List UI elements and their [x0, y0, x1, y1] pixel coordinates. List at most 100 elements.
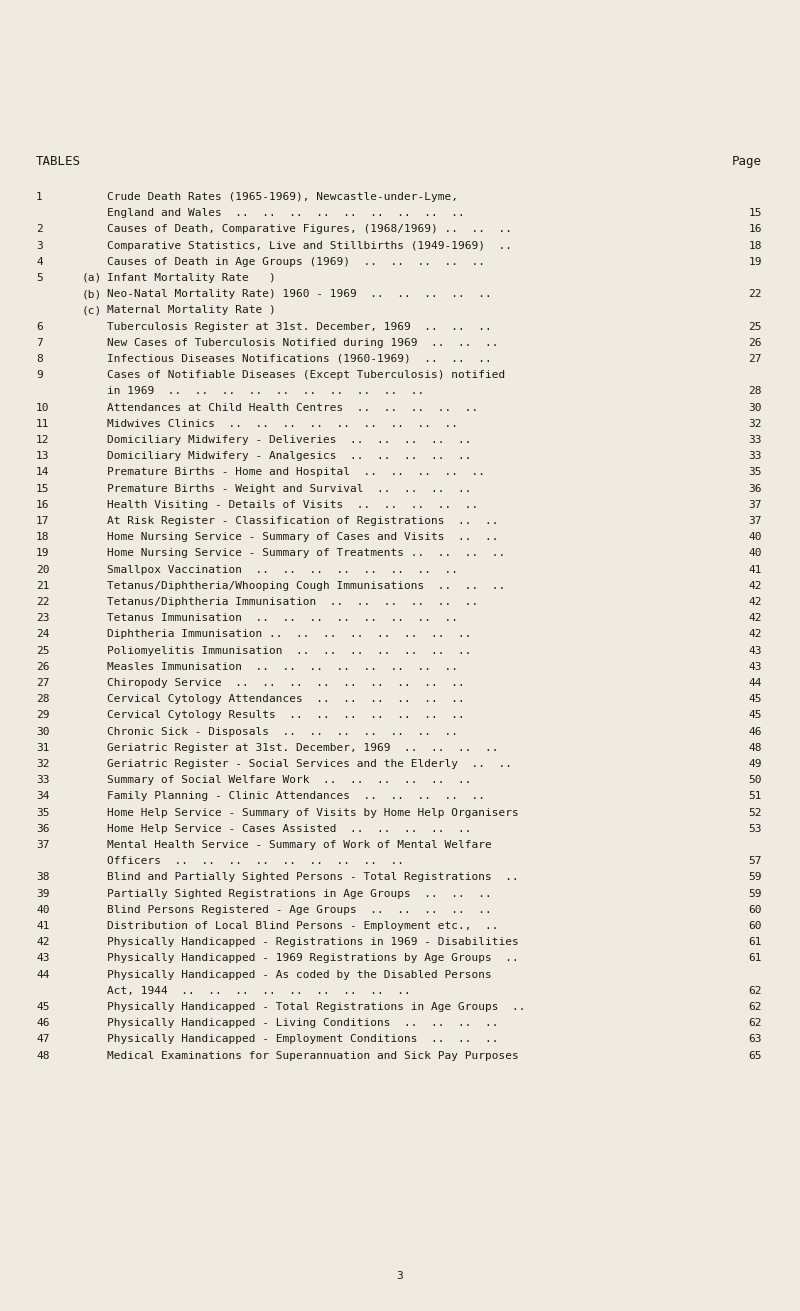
Text: 16: 16: [36, 499, 50, 510]
Text: Poliomyelitis Immunisation  ..  ..  ..  ..  ..  ..  ..: Poliomyelitis Immunisation .. .. .. .. .…: [107, 645, 471, 656]
Text: Distribution of Local Blind Persons - Employment etc.,  ..: Distribution of Local Blind Persons - Em…: [107, 922, 498, 931]
Text: 63: 63: [749, 1034, 762, 1045]
Text: 13: 13: [36, 451, 50, 461]
Text: 44: 44: [36, 970, 50, 979]
Text: 23: 23: [36, 614, 50, 623]
Text: 33: 33: [749, 451, 762, 461]
Text: 65: 65: [749, 1050, 762, 1061]
Text: 62: 62: [749, 1002, 762, 1012]
Text: Cervical Cytology Attendances  ..  ..  ..  ..  ..  ..: Cervical Cytology Attendances .. .. .. .…: [107, 695, 465, 704]
Text: Infant Mortality Rate   ): Infant Mortality Rate ): [107, 273, 276, 283]
Text: Premature Births - Weight and Survival  ..  ..  ..  ..: Premature Births - Weight and Survival .…: [107, 484, 471, 494]
Text: Premature Births - Home and Hospital  ..  ..  ..  ..  ..: Premature Births - Home and Hospital .. …: [107, 468, 485, 477]
Text: 44: 44: [749, 678, 762, 688]
Text: Cases of Notifiable Diseases (Except Tuberculosis) notified: Cases of Notifiable Diseases (Except Tub…: [107, 370, 506, 380]
Text: 61: 61: [749, 953, 762, 964]
Text: 42: 42: [36, 937, 50, 948]
Text: Officers  ..  ..  ..  ..  ..  ..  ..  ..  ..: Officers .. .. .. .. .. .. .. .. ..: [107, 856, 404, 867]
Text: Physically Handicapped - 1969 Registrations by Age Groups  ..: Physically Handicapped - 1969 Registrati…: [107, 953, 518, 964]
Text: Diphtheria Immunisation ..  ..  ..  ..  ..  ..  ..  ..: Diphtheria Immunisation .. .. .. .. .. .…: [107, 629, 471, 640]
Text: 27: 27: [749, 354, 762, 364]
Text: 25: 25: [36, 645, 50, 656]
Text: 46: 46: [36, 1019, 50, 1028]
Text: 18: 18: [36, 532, 50, 543]
Text: Causes of Death in Age Groups (1969)  ..  ..  ..  ..  ..: Causes of Death in Age Groups (1969) .. …: [107, 257, 485, 267]
Text: 2: 2: [36, 224, 42, 235]
Text: Domiciliary Midwifery - Analgesics  ..  ..  ..  ..  ..: Domiciliary Midwifery - Analgesics .. ..…: [107, 451, 471, 461]
Text: Partially Sighted Registrations in Age Groups  ..  ..  ..: Partially Sighted Registrations in Age G…: [107, 889, 492, 898]
Text: Home Help Service - Summary of Visits by Home Help Organisers: Home Help Service - Summary of Visits by…: [107, 808, 518, 818]
Text: Geriatric Register - Social Services and the Elderly  ..  ..: Geriatric Register - Social Services and…: [107, 759, 512, 770]
Text: Infectious Diseases Notifications (1960-1969)  ..  ..  ..: Infectious Diseases Notifications (1960-…: [107, 354, 492, 364]
Text: 21: 21: [36, 581, 50, 591]
Text: Cervical Cytology Results  ..  ..  ..  ..  ..  ..  ..: Cervical Cytology Results .. .. .. .. ..…: [107, 711, 465, 721]
Text: 62: 62: [749, 986, 762, 996]
Text: 27: 27: [36, 678, 50, 688]
Text: 35: 35: [749, 468, 762, 477]
Text: Physically Handicapped - Registrations in 1969 - Disabilities: Physically Handicapped - Registrations i…: [107, 937, 518, 948]
Text: 46: 46: [749, 726, 762, 737]
Text: New Cases of Tuberculosis Notified during 1969  ..  ..  ..: New Cases of Tuberculosis Notified durin…: [107, 338, 498, 347]
Text: 42: 42: [749, 614, 762, 623]
Text: 11: 11: [36, 418, 50, 429]
Text: (c): (c): [82, 305, 102, 316]
Text: Tetanus/Diphtheria Immunisation  ..  ..  ..  ..  ..  ..: Tetanus/Diphtheria Immunisation .. .. ..…: [107, 597, 478, 607]
Text: 43: 43: [749, 662, 762, 671]
Text: 32: 32: [749, 418, 762, 429]
Text: (a): (a): [82, 273, 102, 283]
Text: TABLES: TABLES: [36, 155, 81, 168]
Text: 43: 43: [749, 645, 762, 656]
Text: 52: 52: [749, 808, 762, 818]
Text: 40: 40: [749, 548, 762, 558]
Text: 18: 18: [749, 241, 762, 250]
Text: Summary of Social Welfare Work  ..  ..  ..  ..  ..  ..: Summary of Social Welfare Work .. .. .. …: [107, 775, 471, 785]
Text: 6: 6: [36, 321, 42, 332]
Text: Geriatric Register at 31st. December, 1969  ..  ..  ..  ..: Geriatric Register at 31st. December, 19…: [107, 743, 498, 753]
Text: 57: 57: [749, 856, 762, 867]
Text: 45: 45: [749, 695, 762, 704]
Text: 33: 33: [36, 775, 50, 785]
Text: Crude Death Rates (1965-1969), Newcastle-under-Lyme,: Crude Death Rates (1965-1969), Newcastle…: [107, 191, 458, 202]
Text: 14: 14: [36, 468, 50, 477]
Text: 48: 48: [749, 743, 762, 753]
Text: 36: 36: [36, 823, 50, 834]
Text: 8: 8: [36, 354, 42, 364]
Text: 22: 22: [36, 597, 50, 607]
Text: Physically Handicapped - Employment Conditions  ..  ..  ..: Physically Handicapped - Employment Cond…: [107, 1034, 498, 1045]
Text: 45: 45: [36, 1002, 50, 1012]
Text: Home Help Service - Cases Assisted  ..  ..  ..  ..  ..: Home Help Service - Cases Assisted .. ..…: [107, 823, 471, 834]
Text: 15: 15: [749, 208, 762, 218]
Text: 42: 42: [749, 597, 762, 607]
Text: 3: 3: [397, 1270, 403, 1281]
Text: Home Nursing Service - Summary of Treatments ..  ..  ..  ..: Home Nursing Service - Summary of Treatm…: [107, 548, 506, 558]
Text: 3: 3: [36, 241, 42, 250]
Text: Domiciliary Midwifery - Deliveries  ..  ..  ..  ..  ..: Domiciliary Midwifery - Deliveries .. ..…: [107, 435, 471, 444]
Text: Act, 1944  ..  ..  ..  ..  ..  ..  ..  ..  ..: Act, 1944 .. .. .. .. .. .. .. .. ..: [107, 986, 410, 996]
Text: 37: 37: [36, 840, 50, 850]
Text: Health Visiting - Details of Visits  ..  ..  ..  ..  ..: Health Visiting - Details of Visits .. .…: [107, 499, 478, 510]
Text: 49: 49: [749, 759, 762, 770]
Text: 34: 34: [36, 792, 50, 801]
Text: 28: 28: [36, 695, 50, 704]
Text: 16: 16: [749, 224, 762, 235]
Text: 61: 61: [749, 937, 762, 948]
Text: Tuberculosis Register at 31st. December, 1969  ..  ..  ..: Tuberculosis Register at 31st. December,…: [107, 321, 492, 332]
Text: 20: 20: [36, 565, 50, 574]
Text: Maternal Mortality Rate ): Maternal Mortality Rate ): [107, 305, 276, 316]
Text: Physically Handicapped - Living Conditions  ..  ..  ..  ..: Physically Handicapped - Living Conditio…: [107, 1019, 498, 1028]
Text: Midwives Clinics  ..  ..  ..  ..  ..  ..  ..  ..  ..: Midwives Clinics .. .. .. .. .. .. .. ..…: [107, 418, 458, 429]
Text: Tetanus Immunisation  ..  ..  ..  ..  ..  ..  ..  ..: Tetanus Immunisation .. .. .. .. .. .. .…: [107, 614, 458, 623]
Text: 1: 1: [36, 191, 42, 202]
Text: 47: 47: [36, 1034, 50, 1045]
Text: Smallpox Vaccination  ..  ..  ..  ..  ..  ..  ..  ..: Smallpox Vaccination .. .. .. .. .. .. .…: [107, 565, 458, 574]
Text: 41: 41: [749, 565, 762, 574]
Text: in 1969  ..  ..  ..  ..  ..  ..  ..  ..  ..  ..: in 1969 .. .. .. .. .. .. .. .. .. ..: [107, 387, 424, 396]
Text: 4: 4: [36, 257, 42, 267]
Text: Comparative Statistics, Live and Stillbirths (1949-1969)  ..: Comparative Statistics, Live and Stillbi…: [107, 241, 512, 250]
Text: 29: 29: [36, 711, 50, 721]
Text: (b): (b): [82, 290, 102, 299]
Text: At Risk Register - Classification of Registrations  ..  ..: At Risk Register - Classification of Reg…: [107, 517, 498, 526]
Text: 51: 51: [749, 792, 762, 801]
Text: Chiropody Service  ..  ..  ..  ..  ..  ..  ..  ..  ..: Chiropody Service .. .. .. .. .. .. .. .…: [107, 678, 465, 688]
Text: Tetanus/Diphtheria/Whooping Cough Immunisations  ..  ..  ..: Tetanus/Diphtheria/Whooping Cough Immuni…: [107, 581, 506, 591]
